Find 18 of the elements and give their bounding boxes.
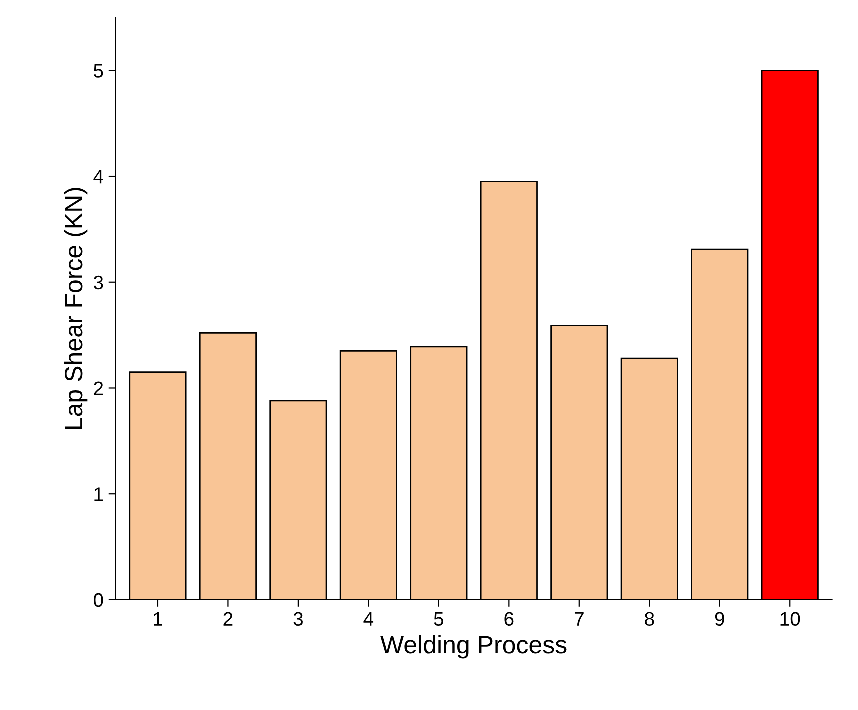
y-tick-label: 0 bbox=[94, 593, 104, 608]
x-tick-label: 2 bbox=[224, 612, 233, 626]
x-tick-label: 1 bbox=[154, 612, 162, 626]
x-tick-label: 9 bbox=[715, 612, 724, 626]
x-tick-label: 4 bbox=[364, 612, 374, 626]
y-tick-label: 2 bbox=[94, 382, 104, 396]
x-tick-label: 3 bbox=[294, 612, 303, 626]
x-axis-title: Welding Process bbox=[380, 635, 567, 659]
x-tick-label: 6 bbox=[504, 612, 514, 626]
y-tick-label: 4 bbox=[94, 170, 104, 184]
x-tick-label: 5 bbox=[434, 612, 444, 626]
x-tick-label: 8 bbox=[645, 612, 654, 626]
y-tick-label: 3 bbox=[94, 276, 104, 290]
y-axis-title: Lap Shear Force (KN) bbox=[64, 188, 88, 430]
y-tick-label: 5 bbox=[94, 64, 104, 78]
x-tick-label: 10 bbox=[780, 612, 800, 626]
y-tick-label: 1 bbox=[94, 488, 104, 502]
x-tick-label: 7 bbox=[574, 612, 584, 626]
